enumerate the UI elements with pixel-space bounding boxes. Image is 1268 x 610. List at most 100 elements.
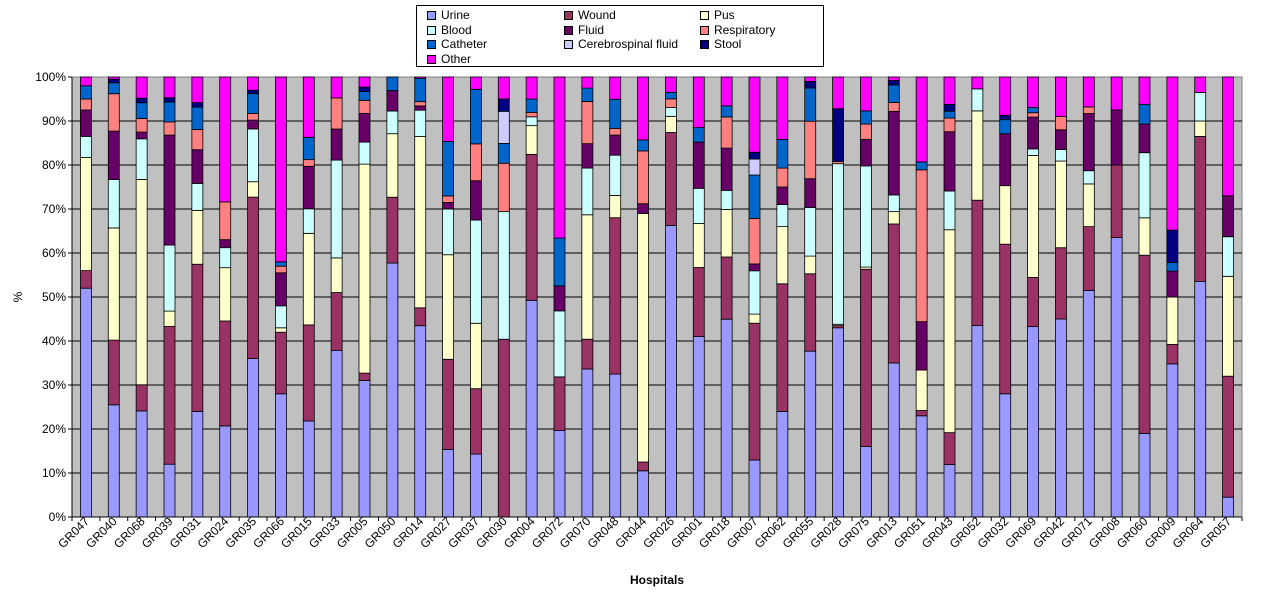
bar-segment-pus <box>581 214 594 340</box>
legend-label: Pus <box>714 8 735 22</box>
bar-segment-catheter <box>414 77 427 103</box>
bar-segment-catheter <box>609 98 622 129</box>
legend-swatch <box>700 25 709 35</box>
bar-segment-fluid <box>776 186 789 206</box>
bar-segment-wound <box>1222 375 1234 498</box>
bar-stack-gr013 <box>887 76 900 518</box>
bar-stack-gr042 <box>1055 76 1067 518</box>
y-tick-label: 70% <box>42 202 66 216</box>
legend: Urine Wound Pus Blood Fluid Respiratory Cathet… <box>416 5 824 67</box>
bar-segment-cerebrospinal-fluid <box>748 158 761 176</box>
bar-segment-wound <box>692 267 705 337</box>
bar-segment-blood <box>247 128 259 183</box>
bar-segment-pus <box>135 179 148 386</box>
bar-segment-wound <box>470 388 482 455</box>
bar-stack-gr015 <box>302 76 315 518</box>
bar-segment-blood <box>525 116 538 127</box>
bar-segment-pus <box>665 115 677 133</box>
bar-segment-urine <box>386 262 399 518</box>
bar-segment-pus <box>720 209 733 258</box>
bar-segment-catheter <box>720 105 733 118</box>
legend-label: Fluid <box>578 22 605 37</box>
bar-segment-other <box>442 76 454 142</box>
bar-segment-respiratory <box>80 98 92 111</box>
bar-segment-other <box>414 76 427 79</box>
legend-label: Stool <box>714 37 742 51</box>
bar-segment-blood <box>720 189 733 210</box>
bar-segment-other <box>804 76 817 82</box>
bar-stack-gr026 <box>665 76 677 518</box>
bar-segment-fluid <box>748 263 761 272</box>
bar-segment-urine <box>637 470 649 518</box>
bar-segment-respiratory <box>219 201 232 241</box>
bar-segment-respiratory <box>414 101 427 107</box>
bar-segment-catheter <box>163 101 176 123</box>
y-tick-label: 40% <box>42 334 66 348</box>
bar-segment-fluid <box>107 130 120 180</box>
bar-segment-stool <box>887 80 900 86</box>
bar-segment-blood <box>748 270 761 315</box>
bar-segment-blood <box>1138 152 1151 219</box>
bar-segment-blood <box>1194 92 1207 122</box>
bar-segment-catheter <box>1027 107 1039 114</box>
bar-segment-other <box>581 76 594 89</box>
bar-stack-gr072 <box>553 76 566 518</box>
legend-swatch <box>564 25 573 35</box>
bar-stack-gr050 <box>386 76 399 518</box>
bar-segment-urine <box>525 299 538 518</box>
bar-stack-gr005 <box>358 76 371 518</box>
bar-segment-urine <box>999 393 1012 518</box>
bar-segment-stool <box>748 151 761 160</box>
bar-segment-blood <box>275 305 287 329</box>
bar-segment-other <box>832 76 844 110</box>
legend-swatch <box>700 11 709 20</box>
bar-segment-wound <box>1110 164 1123 238</box>
y-tick-label: 0% <box>49 510 67 524</box>
y-tick-label: 80% <box>42 158 66 172</box>
bar-segment-blood <box>1082 170 1095 185</box>
bar-segment-pus <box>887 211 900 225</box>
bar-segment-other <box>748 76 761 153</box>
bar-stack-gr068 <box>135 76 148 518</box>
bar-segment-other <box>1082 76 1095 108</box>
y-tick-label: 10% <box>42 466 66 480</box>
bar-segment-pus <box>1166 296 1179 345</box>
bar-segment-other <box>80 76 92 87</box>
bar-segment-cerebrospinal-fluid <box>497 110 510 144</box>
bar-segment-stool <box>107 78 120 84</box>
bar-segment-urine <box>107 404 120 518</box>
bar-segment-fluid <box>470 180 482 221</box>
bar-segment-other <box>1110 76 1123 111</box>
bar-segment-blood <box>553 310 566 378</box>
bar-segment-pus <box>330 257 343 293</box>
y-tick-label: 30% <box>42 378 66 392</box>
bar-segment-blood <box>943 190 956 231</box>
bar-segment-pus <box>275 327 287 333</box>
y-axis-title: % <box>11 291 25 302</box>
bar-segment-blood <box>1027 148 1039 156</box>
bar-segment-other <box>525 76 538 100</box>
bar-segment-fluid <box>275 272 287 307</box>
bar-segment-pus <box>1082 183 1095 227</box>
legend-swatch <box>427 54 436 64</box>
bar-segment-wound <box>887 223 900 364</box>
bar-segment-other <box>470 76 482 90</box>
bar-segment-stool <box>943 103 956 112</box>
bar-segment-urine <box>553 430 566 518</box>
bar-segment-respiratory <box>163 121 176 136</box>
bar-segment-blood <box>442 208 454 256</box>
bar-segment-blood <box>497 211 510 340</box>
bar-segment-catheter <box>943 110 956 119</box>
bar-segment-catheter <box>302 136 315 161</box>
bar-segment-blood <box>330 159 343 259</box>
bar-segment-respiratory <box>442 195 454 203</box>
bar-segment-fluid <box>1138 123 1151 154</box>
bar-segment-fluid <box>1222 195 1234 238</box>
bar-segment-wound <box>302 324 315 422</box>
bar-segment-urine <box>692 336 705 518</box>
bar-segment-fluid <box>1055 129 1067 151</box>
bar-segment-other <box>999 76 1012 116</box>
bar-segment-other <box>860 76 872 112</box>
bar-segment-wound <box>637 461 649 472</box>
bar-segment-blood <box>832 163 844 325</box>
